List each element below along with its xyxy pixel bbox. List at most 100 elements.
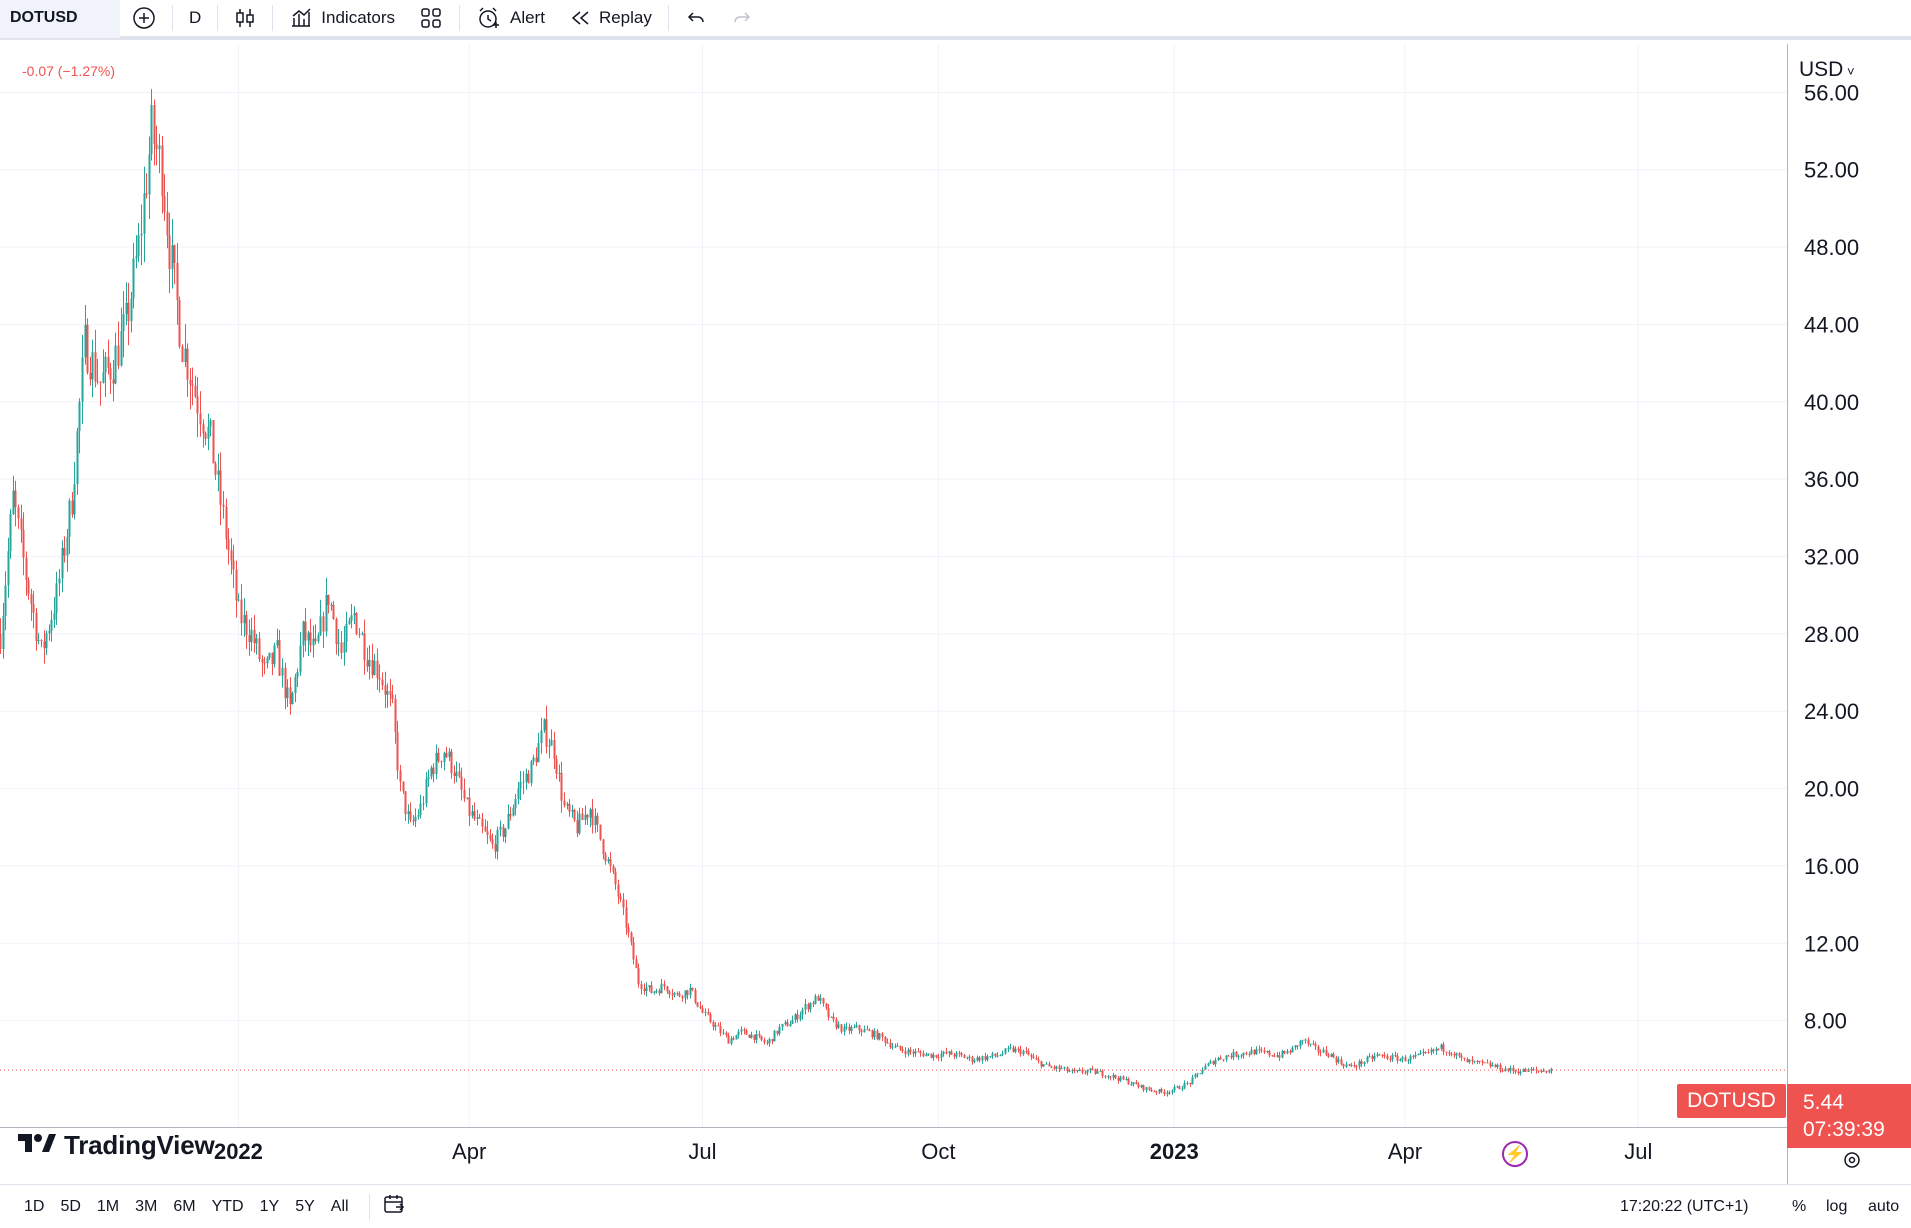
candle [963,1053,966,1059]
candle [632,936,635,965]
candle [422,796,425,811]
candle-body [1250,1049,1253,1055]
candle [425,772,428,808]
candle [32,591,35,629]
candle [942,1050,945,1057]
candle-body [901,1049,904,1052]
candle [1137,1082,1140,1089]
candle-body [155,143,158,150]
chart-style-button[interactable] [222,0,268,38]
candle-body [1137,1084,1140,1088]
candle-body [373,660,376,675]
go-to-date-button[interactable] [382,1193,406,1220]
x-tick-label: 2022 [214,1139,263,1164]
interval-button[interactable]: D [189,8,202,27]
range-1d-button[interactable]: 1D [24,1197,45,1215]
candle-body [1545,1070,1548,1073]
candle [725,1031,728,1038]
brand-name: TradingView [64,1130,215,1160]
candle-body [907,1049,910,1055]
candle [1135,1080,1138,1085]
candle [491,833,494,849]
replay-button[interactable]: Replay [557,0,664,38]
range-5d-button[interactable]: 5D [60,1197,81,1215]
candle-body [625,907,628,928]
candle [545,705,548,754]
range-5y-button[interactable]: 5Y [295,1197,315,1215]
log-toggle[interactable]: log [1826,1198,1848,1215]
price-chart[interactable]: 8.00 12.00 16.00 20.00 24.00 28.00 32.00 36.00 4… [0,44,1911,1184]
range-3m-button[interactable]: 3M [135,1197,158,1215]
candle-body [763,1039,766,1043]
candle-body [1537,1070,1540,1072]
candle-body [1140,1085,1143,1088]
range-6m-button[interactable]: 6M [173,1197,196,1215]
candle [1176,1085,1179,1089]
clock-time[interactable]: 17:20:22 (UTC+1) [1620,1198,1749,1215]
candle [863,1025,866,1033]
chart-area[interactable]: 8.00 12.00 16.00 20.00 24.00 28.00 32.00 36.00 4… [0,44,1911,1184]
candle [650,981,653,994]
candle-body [1512,1067,1515,1071]
candle-body [1289,1050,1292,1053]
currency-selector[interactable]: USD ˅ [1799,58,1855,82]
candle-body [837,1024,840,1028]
candle-body [1442,1044,1445,1052]
candle-body [989,1056,992,1058]
candle [261,655,264,677]
candle-body [671,994,674,996]
indicators-button[interactable]: Indicators [277,0,407,38]
range-1m-button[interactable]: 1M [96,1197,120,1215]
axes: 8.00 12.00 16.00 20.00 24.00 28.00 32.00 36.00 4… [0,44,1859,1184]
candle [950,1049,953,1056]
candle-body [253,629,256,644]
candle-body [171,245,174,270]
candle [543,718,546,733]
candle [986,1054,989,1062]
candle [899,1045,902,1051]
candle-body [1312,1043,1315,1045]
candle-body [1414,1054,1417,1057]
top-toolbar: DOTUSD D Indicators Alert Replay [0,0,1911,40]
candle [771,1038,774,1045]
candle [471,804,474,819]
candle [50,610,53,642]
candle-body [1025,1050,1028,1052]
candle [927,1053,930,1056]
candle [296,668,299,688]
candle-body [332,604,335,619]
candle-body [835,1019,838,1028]
range-all-button[interactable]: All [330,1197,349,1215]
percent-toggle[interactable]: % [1792,1198,1807,1215]
toolbar-divider [172,5,173,31]
candle-body [725,1032,728,1036]
undo-button[interactable] [673,0,719,38]
candle [660,978,663,994]
compare-button[interactable] [120,0,168,38]
symbol-search[interactable]: DOTUSD [0,0,120,38]
candle-body [289,687,292,704]
candle [227,528,230,565]
candle-body [448,751,451,757]
y-tick-label: 12.00 [1804,931,1859,956]
candle-body [825,1003,828,1008]
lightning-icon[interactable]: ⚡ [1502,1141,1528,1167]
candle [289,677,292,715]
candle-body [599,824,602,840]
range-ytd-button[interactable]: YTD [211,1197,244,1215]
candle [827,1004,830,1021]
candle [848,1023,851,1035]
candle [1404,1055,1407,1062]
alert-button[interactable]: Alert [464,0,557,38]
y-tick-label: 44.00 [1804,312,1859,337]
candle [1066,1066,1069,1074]
candle-body [1499,1064,1502,1071]
templates-button[interactable] [407,0,455,38]
auto-toggle[interactable]: auto [1868,1198,1900,1215]
candle-body [76,431,79,485]
candle [858,1024,861,1035]
redo-button[interactable] [719,0,765,38]
settings-gear-icon[interactable] [1840,1148,1864,1172]
range-1y-button[interactable]: 1Y [259,1197,280,1215]
candle [1045,1061,1048,1065]
